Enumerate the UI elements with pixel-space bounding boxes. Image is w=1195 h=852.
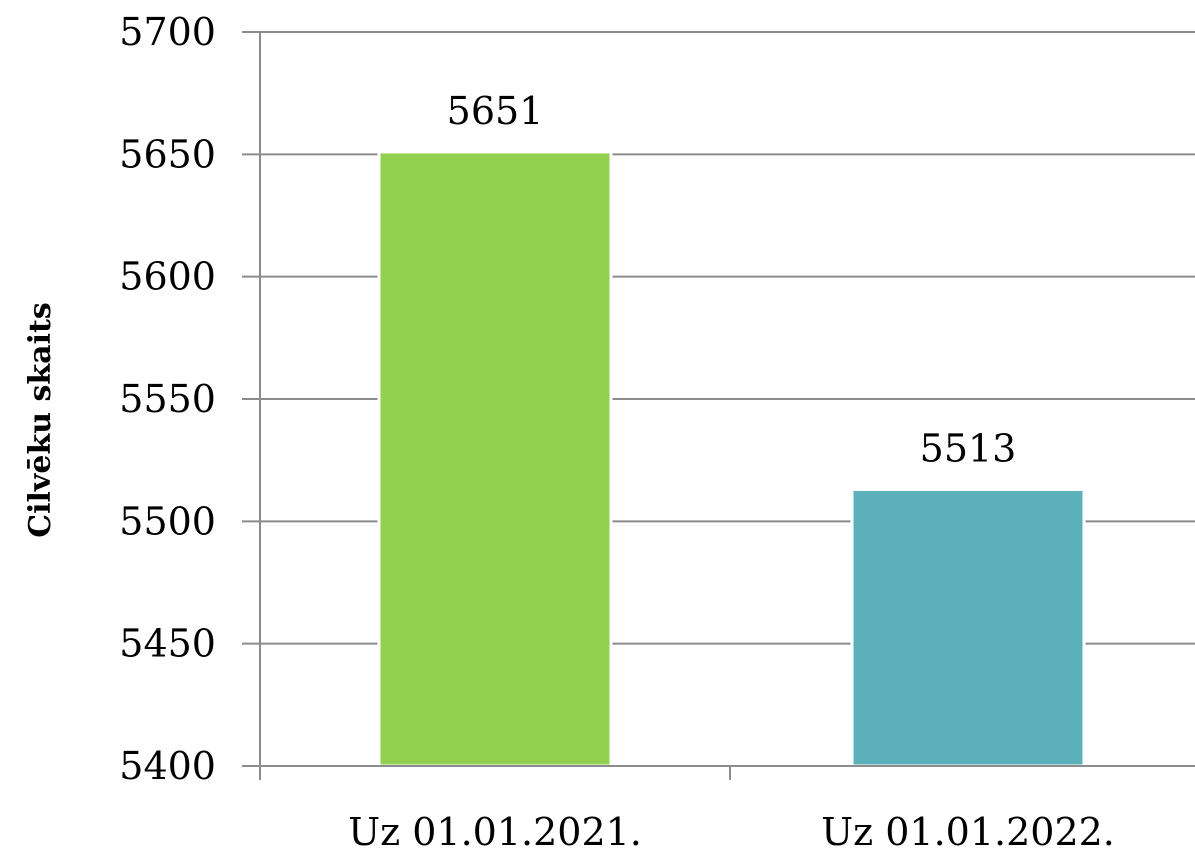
y-tick-label: 5650 xyxy=(119,132,216,176)
y-tick-label: 5500 xyxy=(119,499,216,543)
labels: 5400 5450 5500 5550 5600 5650 5700 5651 Uz 01.01… xyxy=(119,10,1115,852)
y-tick-label: 5400 xyxy=(119,744,216,788)
axes xyxy=(242,31,1195,780)
bar xyxy=(377,150,613,768)
y-tick-label: 5550 xyxy=(119,377,216,421)
bars xyxy=(377,150,1086,768)
bar xyxy=(850,488,1086,768)
y-axis-title: Cilvēku skaits xyxy=(23,302,58,538)
y-tick-label: 5450 xyxy=(119,622,216,666)
x-tick-label: Uz 01.01.2022. xyxy=(821,810,1115,852)
data-label: 5513 xyxy=(920,427,1017,471)
y-tick-label: 5700 xyxy=(119,10,216,54)
data-label: 5651 xyxy=(447,89,544,133)
y-tick-label: 5600 xyxy=(119,255,216,299)
x-tick-label: Uz 01.01.2021. xyxy=(348,810,642,852)
